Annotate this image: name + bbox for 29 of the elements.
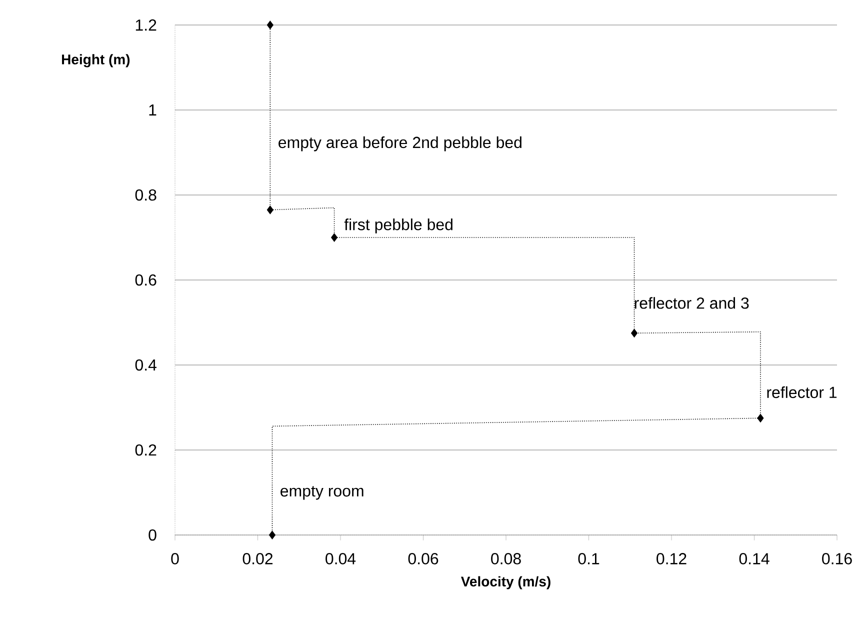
y-tick-label: 0.8 [135, 189, 156, 201]
x-axis-title: Velocity (m/s) [460, 576, 550, 590]
point [631, 328, 638, 338]
y-tick-label: 1.2 [136, 19, 156, 31]
x-tick-label: 0.02 [242, 553, 273, 564]
point [331, 233, 338, 242]
y-axis-title: Height (m) [62, 54, 130, 68]
x-tick-label: 0.14 [739, 553, 770, 564]
y-tick-label: 0 [148, 529, 156, 541]
x-tick-label: 0.06 [408, 553, 438, 564]
x-tick-label: 0.1 [578, 553, 600, 564]
point [268, 530, 276, 540]
annotation: reflector 1 [767, 386, 837, 398]
x-tick-label: 0.08 [491, 553, 521, 564]
point [266, 20, 274, 30]
x-tick-label: 0.16 [822, 553, 852, 564]
x-tick-label: 0 [171, 553, 179, 564]
y-tick-label: 0.2 [135, 444, 156, 456]
annotation: reflector 2 and 3 [634, 297, 749, 309]
annotation: empty area before 2nd pebble bed [278, 136, 522, 152]
annotation: first pebble bed [344, 218, 452, 234]
point [266, 206, 274, 214]
x-tick-label: 0.04 [326, 553, 356, 564]
y-tick-label: 0.6 [135, 274, 156, 286]
point [757, 414, 764, 422]
annotation: empty room [280, 486, 364, 500]
x-tick-label: 0.12 [656, 553, 686, 564]
y-tick-label: 0.4 [135, 359, 156, 371]
y-tick-label: 1 [149, 104, 156, 116]
